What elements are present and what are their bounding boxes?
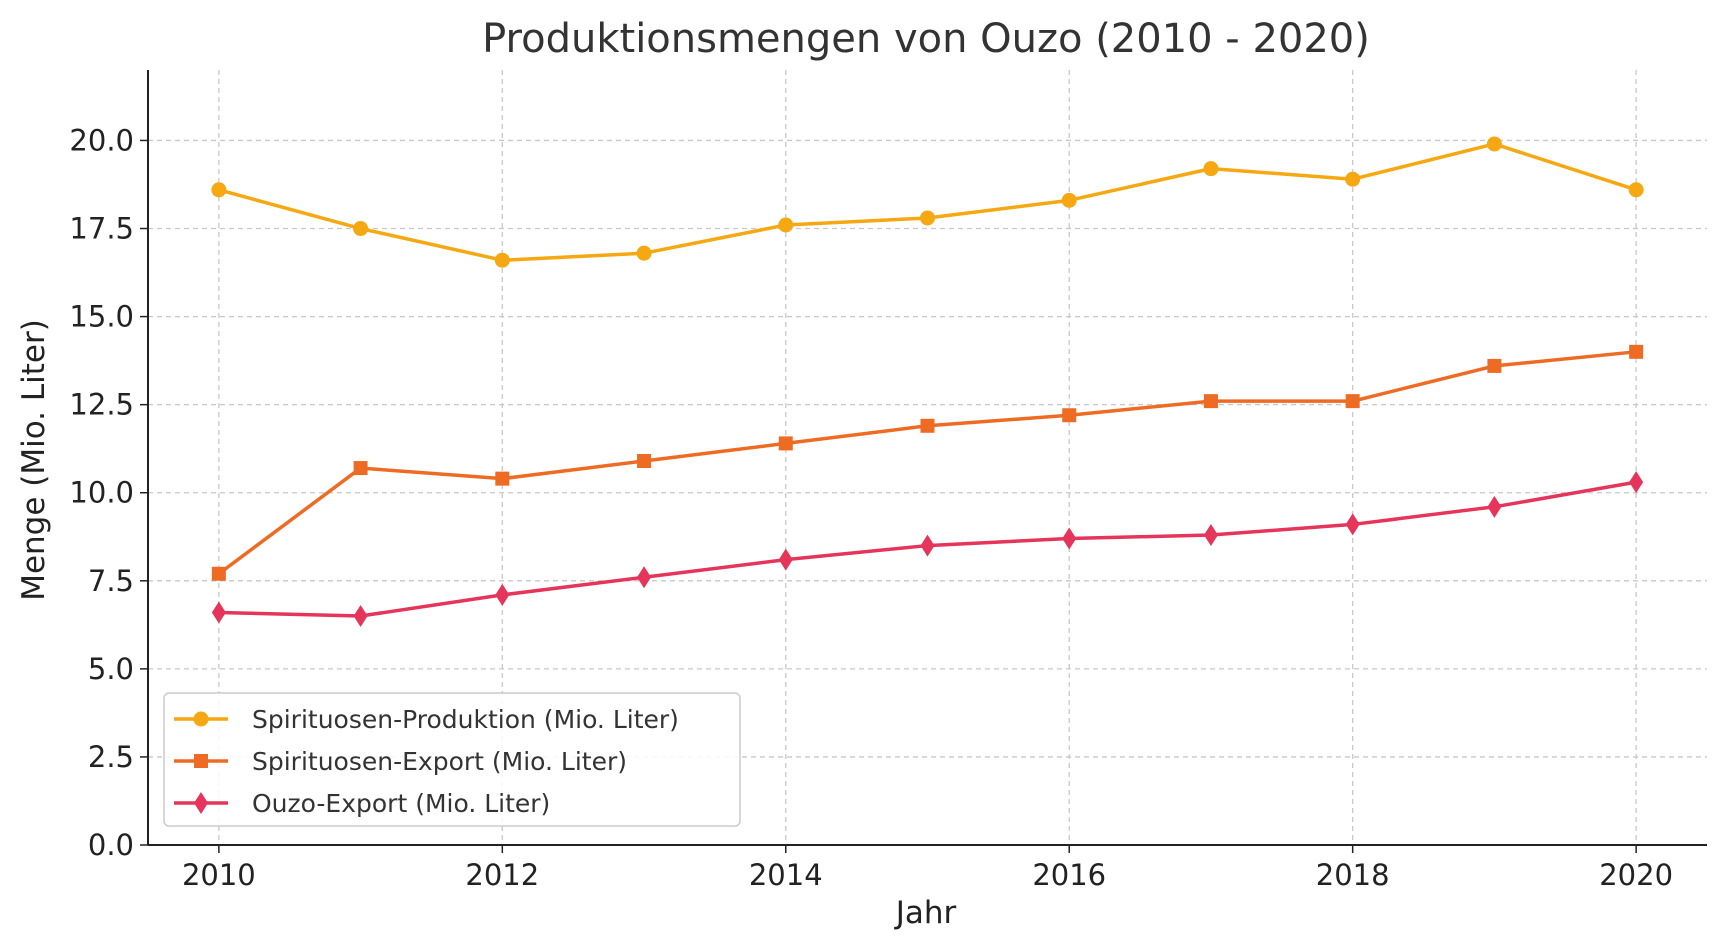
data-point	[1629, 471, 1644, 494]
x-tick-label: 2018	[1316, 858, 1390, 892]
data-point	[778, 548, 793, 571]
x-tick-label: 2012	[465, 858, 539, 892]
legend-label: Spirituosen-Produktion (Mio. Liter)	[252, 705, 679, 734]
data-point	[1629, 344, 1644, 359]
data-point	[353, 461, 368, 476]
y-tick-label: 2.5	[88, 740, 134, 774]
data-point	[495, 471, 510, 486]
legend-marker	[194, 754, 208, 768]
legend-item: Spirituosen-Produktion (Mio. Liter)	[174, 705, 679, 734]
data-point	[1628, 182, 1644, 198]
legend-label: Ouzo-Export (Mio. Liter)	[252, 789, 550, 818]
data-point	[637, 566, 652, 589]
legend-box	[163, 692, 741, 827]
data-point	[778, 217, 794, 233]
y-tick-label: 17.5	[69, 212, 134, 246]
legend-item: Ouzo-Export (Mio. Liter)	[174, 789, 550, 818]
data-point	[1203, 524, 1218, 546]
legend-marker	[193, 711, 209, 727]
x-tick-label: 2020	[1599, 858, 1673, 892]
data-point	[1061, 192, 1077, 208]
data-point	[211, 601, 226, 624]
data-point	[1345, 513, 1360, 536]
legend-marker	[194, 792, 208, 814]
data-point	[1203, 161, 1219, 177]
series-1	[211, 136, 1644, 268]
data-point	[1062, 408, 1077, 423]
legend: Spirituosen-Produktion (Mio. Liter) Spiri…	[163, 692, 741, 827]
data-point	[353, 605, 368, 628]
y-tick-label: 10.0	[69, 476, 134, 510]
data-point	[920, 534, 935, 557]
y-tick-label: 5.0	[88, 652, 134, 686]
data-point	[495, 583, 510, 606]
x-tick-label: 2014	[749, 858, 823, 892]
y-tick-label: 15.0	[69, 300, 134, 334]
series-2	[211, 344, 1644, 581]
data-point	[1486, 136, 1502, 152]
data-point	[353, 221, 369, 237]
data-point	[494, 252, 510, 268]
y-tick-label: 0.0	[88, 828, 134, 862]
data-point	[920, 418, 935, 433]
data-point	[920, 210, 935, 226]
data-point	[1345, 394, 1360, 409]
x-axis-label: Jahr	[894, 895, 957, 931]
data-point	[211, 182, 227, 198]
axes-layer: 0.0 2.5 5.0 7.5 10.0 12.5 15.0 17.5 20.0 2010 2012…	[69, 70, 1707, 892]
data-point	[1203, 394, 1218, 409]
x-tick-label: 2016	[1032, 858, 1106, 892]
data-point	[1487, 358, 1502, 373]
data-point	[637, 454, 652, 469]
legend-item: Spirituosen-Export (Mio. Liter)	[174, 747, 627, 776]
x-tick-label: 2010	[182, 858, 256, 892]
series-3	[211, 471, 1644, 628]
data-point	[1345, 171, 1361, 187]
legend-label: Spirituosen-Export (Mio. Liter)	[252, 747, 627, 776]
y-axis-label: Menge (Mio. Liter)	[16, 319, 52, 601]
data-point	[1487, 495, 1502, 518]
data-point	[778, 436, 793, 451]
y-tick-label: 20.0	[69, 123, 134, 157]
y-tick-label: 7.5	[88, 564, 134, 598]
chart-title: Produktionsmengen von Ouzo (2010 - 2020)	[482, 16, 1370, 62]
data-point	[636, 245, 652, 261]
y-tick-label: 12.5	[69, 388, 134, 422]
series-line	[218, 142, 1637, 262]
series-layer	[211, 136, 1644, 628]
data-point	[211, 566, 226, 581]
data-point	[1062, 527, 1077, 550]
